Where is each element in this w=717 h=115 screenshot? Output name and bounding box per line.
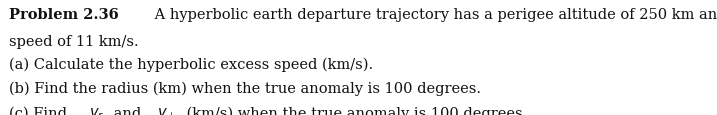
- Text: $\mathit{v}_\perp$: $\mathit{v}_\perp$: [157, 106, 176, 115]
- Text: and: and: [109, 106, 146, 115]
- Text: (a) Calculate the hyperbolic excess speed (km/s).: (a) Calculate the hyperbolic excess spee…: [9, 58, 373, 72]
- Text: speed of 11 km/s.: speed of 11 km/s.: [9, 34, 138, 48]
- Text: $\mathit{v}_r$: $\mathit{v}_r$: [90, 106, 105, 115]
- Text: Problem 2.36: Problem 2.36: [9, 8, 118, 22]
- Text: (km/s) when the true anomaly is 100 degrees.: (km/s) when the true anomaly is 100 degr…: [181, 106, 527, 115]
- Text: (b) Find the radius (km) when the true anomaly is 100 degrees.: (b) Find the radius (km) when the true a…: [9, 80, 480, 95]
- Text: A hyperbolic earth departure trajectory has a perigee altitude of 250 km and a p: A hyperbolic earth departure trajectory …: [151, 8, 717, 22]
- Text: (c) Find: (c) Find: [9, 106, 71, 115]
